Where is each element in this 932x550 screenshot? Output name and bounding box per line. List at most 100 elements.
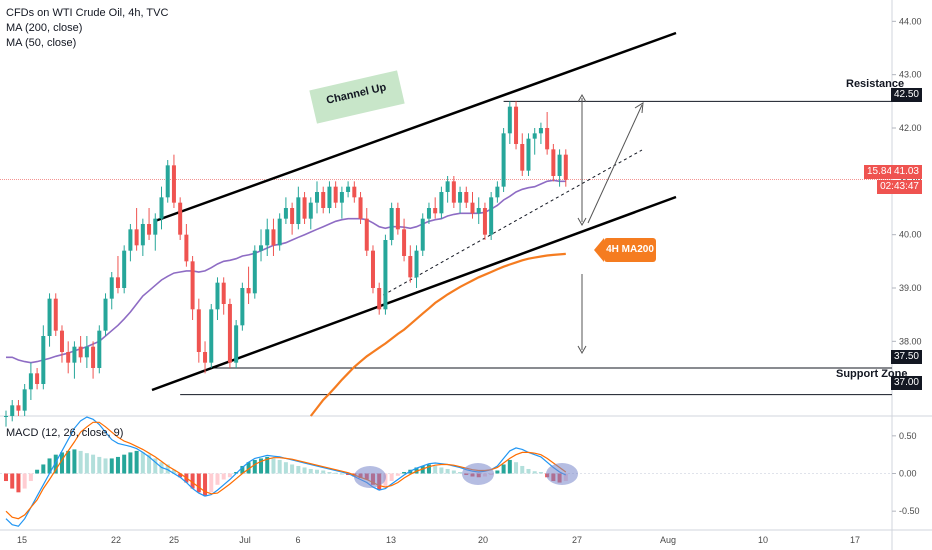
candle-body (377, 288, 382, 310)
macd-hist-bar (414, 467, 419, 474)
macd-hist-bar (389, 473, 394, 482)
candle-body (296, 197, 301, 224)
price-tick-label: 39.00 (899, 283, 922, 293)
macd-hist-bar (346, 473, 351, 476)
candle-body (545, 128, 550, 150)
candle-body (395, 208, 400, 230)
macd-hist-bar (532, 471, 537, 474)
macd-hist-bar (426, 464, 431, 474)
candle-body (53, 298, 58, 331)
time-tick-label: Jul (239, 535, 251, 545)
macd-hist-bar (109, 458, 114, 474)
time-tick-label: 27 (572, 535, 582, 545)
candle-body (526, 138, 531, 171)
time-tick-label: 17 (850, 535, 860, 545)
candle-body (47, 298, 52, 336)
macd-hist-bar (128, 452, 133, 474)
ma50-legend: MA (50, close) (6, 37, 77, 49)
macd-hist-bar (122, 454, 127, 474)
candle-body (333, 186, 338, 203)
candle-body (352, 186, 357, 198)
macd-legend: MACD (12, 26, close, 9) (6, 427, 124, 439)
candle-body (277, 218, 282, 246)
macd-hist-bar (296, 465, 301, 474)
candle-body (489, 197, 494, 235)
macd-hist-bar (16, 473, 21, 493)
macd-hist-bar (265, 456, 270, 474)
channel-lower-line (151, 195, 677, 392)
candle-body (215, 282, 220, 310)
macd-cross-highlight (354, 466, 386, 488)
macd-hist-bar (66, 450, 71, 474)
macd-hist-bar (72, 449, 77, 474)
candle-body (41, 336, 46, 384)
macd-hist-bar (339, 473, 344, 475)
macd-hist-bar (520, 465, 525, 474)
candle-body (414, 250, 419, 278)
macd-hist-bar (383, 473, 388, 488)
macd-hist-bar (321, 470, 326, 474)
macd-hist-bar (501, 464, 506, 474)
candle-body (364, 218, 369, 251)
candle-group (4, 101, 568, 427)
macd-cross-highlight (546, 463, 578, 485)
macd-hist-bar (103, 458, 108, 474)
candle-body (84, 346, 89, 358)
candle-body (227, 304, 232, 363)
support-lower-tag: 37.00 (890, 376, 922, 390)
candle-body (28, 373, 33, 390)
macd-hist-bar (165, 464, 170, 474)
candle-body (22, 389, 27, 411)
candle-body (458, 192, 463, 203)
candle-body (109, 277, 114, 299)
price-tick-label: 38.00 (899, 336, 922, 346)
candle-body (66, 352, 71, 363)
candle-body (240, 288, 245, 326)
candle-body (115, 277, 120, 288)
macd-hist-bar (53, 454, 58, 474)
macd-hist-bar (240, 465, 245, 474)
candle-body (271, 229, 276, 246)
candle-body (171, 165, 176, 203)
candle-body (190, 261, 195, 310)
candle-body (402, 229, 407, 256)
time-tick-label: 15 (17, 535, 27, 545)
time-tick-label: 22 (111, 535, 121, 545)
price-tick-label: 42.00 (899, 123, 922, 133)
candle-body (339, 192, 344, 203)
time-tick-label: Aug (660, 535, 676, 545)
channel-upper-line (154, 31, 677, 223)
chart-legend: CFDs on WTI Crude Oil, 4h, TVC MA (200, … (6, 6, 168, 51)
macd-hist-bar (178, 473, 183, 478)
candle-body (103, 298, 108, 331)
time-tick-label: 20 (478, 535, 488, 545)
candle-body (514, 106, 519, 144)
macd-hist-bar (277, 459, 282, 474)
candle-body (209, 309, 214, 363)
candle-body (470, 202, 475, 214)
macd-hist-bar (171, 469, 176, 474)
candle-body (178, 202, 183, 235)
macd-hist-bar (395, 473, 400, 476)
macd-hist-bar (227, 473, 232, 478)
macd-hist-bar (22, 473, 27, 489)
support-zone-label: Support Zone (836, 368, 908, 380)
macd-hist-bar (4, 473, 8, 482)
macd-hist-bar (433, 465, 438, 474)
macd-hist-bar (35, 469, 40, 474)
macd-hist-bar (514, 462, 519, 474)
macd-hist-bar (271, 458, 276, 474)
macd-hist-bar (221, 473, 226, 480)
candle-body (532, 133, 537, 139)
macd-hist-bar (59, 452, 64, 474)
time-tick-label: 10 (758, 535, 768, 545)
macd-hist-bar (290, 464, 295, 474)
macd-hist-bar (97, 456, 102, 474)
measured-move-head-2 (577, 345, 587, 355)
candle-body (476, 208, 481, 214)
candle-body (91, 346, 96, 368)
candle-body (246, 288, 251, 294)
candle-body (451, 181, 456, 203)
candle-body (259, 245, 264, 251)
